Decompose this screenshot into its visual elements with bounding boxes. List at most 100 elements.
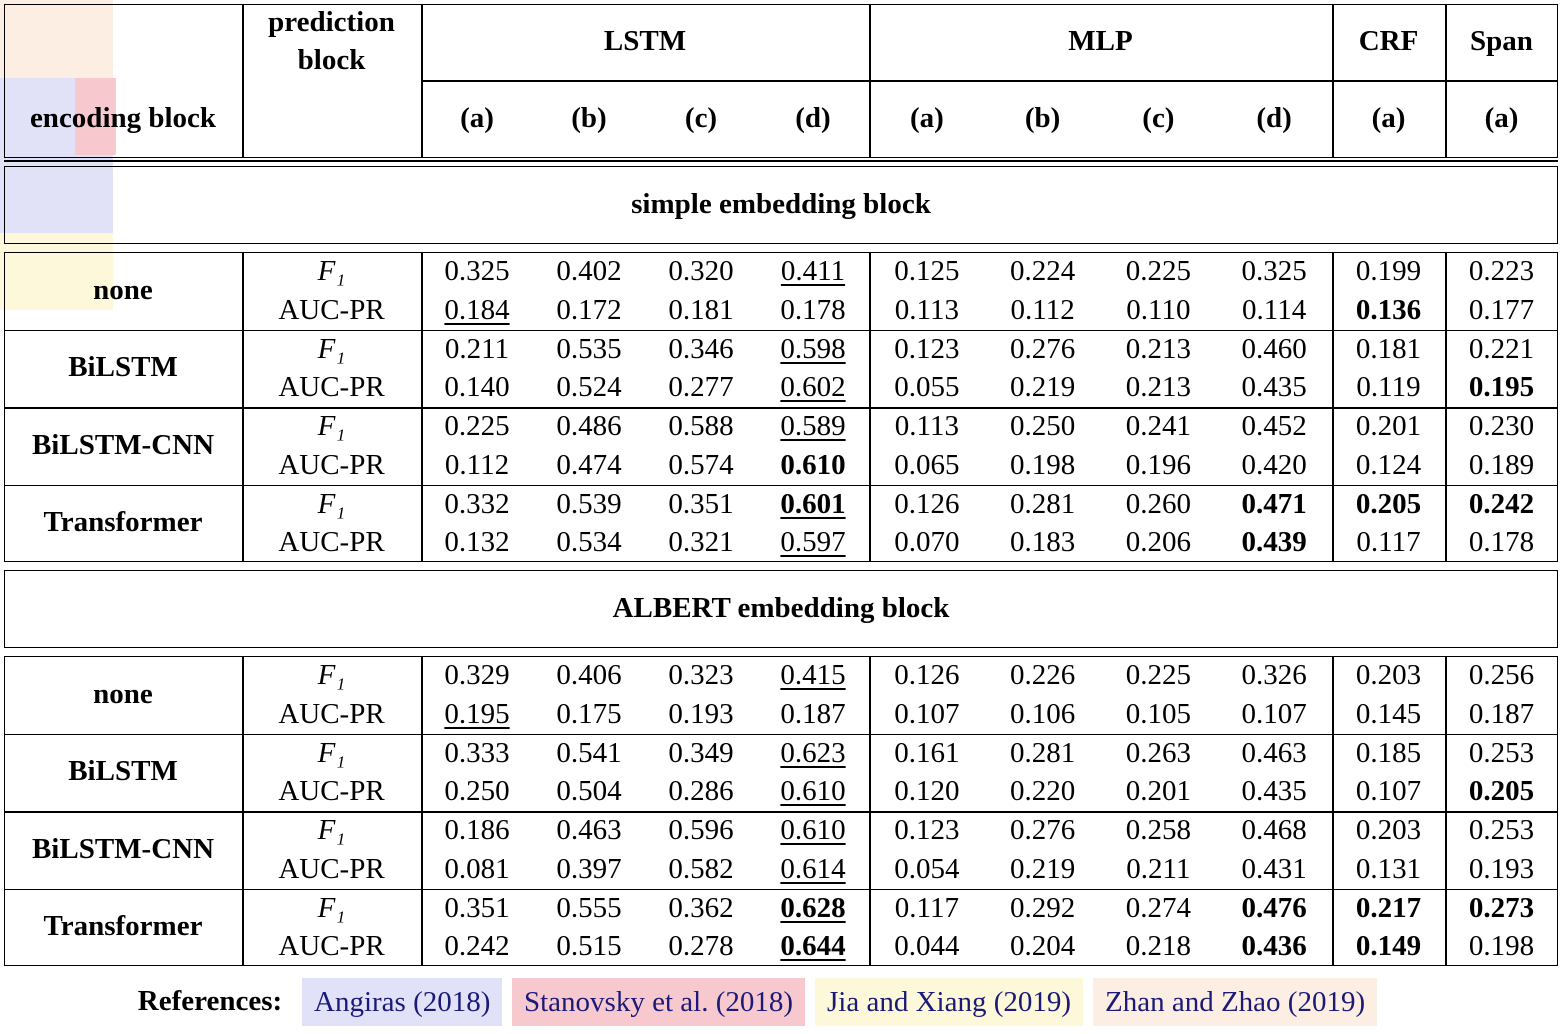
rule [4,329,1558,331]
rule [869,252,871,562]
value-cell: 0.253 [1468,814,1535,847]
value-cell: 0.223 [1468,255,1535,288]
value-cell: 0.187 [1468,697,1535,730]
value-cell: 0.610 [780,814,846,847]
value-cell: 0.486 [556,410,622,443]
value-cell: 0.326 [1241,659,1307,692]
value-cell: 0.225 [1125,659,1191,692]
value-cell: 0.193 [668,697,734,730]
value-cell: 0.187 [780,697,846,730]
value-cell: 0.225 [444,410,510,443]
value-cell: 0.123 [894,814,960,847]
value-cell: 0.476 [1241,891,1307,924]
rule [421,656,423,966]
value-cell: 0.610 [780,775,846,808]
value-cell: 0.149 [1355,930,1422,963]
rule [242,4,244,157]
variant-header: (d) [1256,101,1292,134]
rule [4,484,1558,486]
value-cell: 0.055 [894,371,960,404]
value-cell: 0.468 [1241,814,1307,847]
value-cell: 0.346 [668,332,734,365]
value-cell: 0.126 [894,659,960,692]
value-cell: 0.323 [668,659,734,692]
rule [421,4,423,157]
value-cell: 0.541 [556,736,622,769]
variant-header: (b) [1024,101,1061,134]
value-cell: 0.203 [1355,659,1422,692]
encoder-label: Transformer [43,506,203,539]
value-cell: 0.614 [780,852,846,885]
value-cell: 0.351 [444,891,510,924]
value-cell: 0.332 [444,487,510,520]
value-cell: 0.241 [1125,410,1191,443]
value-cell: 0.610 [780,448,846,481]
value-cell: 0.220 [1010,775,1076,808]
encoder-label: BiLSTM-CNN [31,428,215,461]
value-cell: 0.274 [1125,891,1191,924]
value-cell: 0.463 [1241,736,1307,769]
value-cell: 0.119 [1356,371,1421,404]
value-cell: 0.597 [780,526,846,559]
section-body-box [4,656,1558,966]
value-cell: 0.198 [1010,448,1076,481]
group-header: Span [1470,25,1533,58]
value-cell: 0.110 [1126,293,1191,326]
value-cell: 0.258 [1125,814,1191,847]
value-cell: 0.145 [1355,697,1422,730]
encoder-label: BiLSTM [68,351,178,384]
value-cell: 0.219 [1010,852,1076,885]
rule [1332,252,1334,562]
value-cell: 0.504 [556,775,622,808]
rule [1445,252,1447,562]
value-cell: 0.601 [780,487,846,520]
metric-label: AUC-PR [278,852,385,885]
value-cell: 0.044 [894,930,960,963]
value-cell: 0.460 [1241,332,1307,365]
value-cell: 0.178 [780,293,846,326]
value-cell: 0.206 [1125,526,1191,559]
value-cell: 0.644 [780,930,846,963]
rule [4,407,1558,409]
value-cell: 0.351 [668,487,734,520]
reference: Zhan and Zhao (2019) [1093,978,1378,1026]
metric-label: AUC-PR [278,697,385,730]
value-cell: 0.201 [1125,775,1191,808]
value-cell: 0.263 [1125,736,1191,769]
metric-label: AUC-PR [278,371,385,404]
value-cell: 0.226 [1010,659,1076,692]
value-cell: 0.415 [780,659,846,692]
header-cell: prediction block [268,6,395,76]
encoder-label: BiLSTM [68,755,178,788]
rule [1332,4,1334,157]
value-cell: 0.131 [1355,852,1422,885]
value-cell: 0.183 [1010,526,1076,559]
references-label: References: [137,985,283,1018]
value-cell: 0.411 [780,255,846,288]
value-cell: 0.582 [668,852,734,885]
value-cell: 0.201 [1355,410,1422,443]
value-cell: 0.329 [444,659,510,692]
value-cell: 0.114 [1242,293,1307,326]
metric-label: F₁ [317,814,346,847]
value-cell: 0.211 [444,332,510,365]
value-cell: 0.278 [668,930,734,963]
value-cell: 0.195 [1468,371,1535,404]
value-cell: 0.349 [668,736,734,769]
highlight [0,77,116,155]
variant-header: (a) [1371,101,1406,134]
value-cell: 0.213 [1125,371,1191,404]
value-cell: 0.205 [1355,487,1422,520]
encoder-label: none [93,677,153,710]
value-cell: 0.065 [894,448,960,481]
value-cell: 0.435 [1241,371,1307,404]
value-cell: 0.177 [1468,293,1535,326]
value-cell: 0.225 [1125,255,1191,288]
value-cell: 0.320 [668,255,734,288]
value-cell: 0.211 [1126,852,1191,885]
encoder-label: BiLSTM-CNN [31,832,215,865]
value-cell: 0.196 [1125,448,1191,481]
metric-label: F₁ [317,255,346,288]
value-cell: 0.589 [780,410,846,443]
value-cell: 0.217 [1355,891,1422,924]
